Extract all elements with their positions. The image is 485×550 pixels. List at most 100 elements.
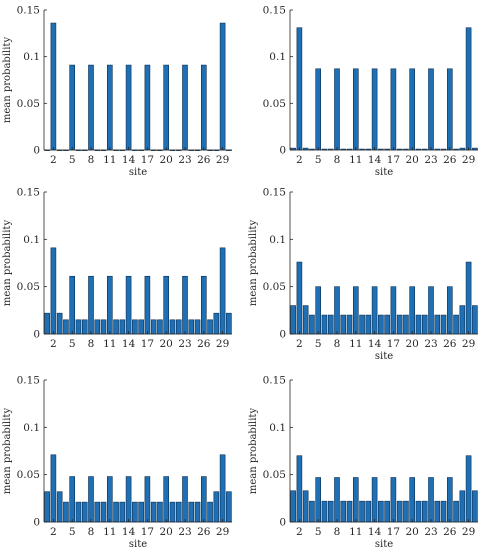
bar-site-10 bbox=[100, 501, 107, 523]
bar-site-1 bbox=[44, 491, 50, 523]
bar-site-20 bbox=[409, 286, 416, 335]
bar-site-30 bbox=[472, 490, 478, 523]
bar-site-3 bbox=[56, 491, 63, 523]
bar-site-27 bbox=[207, 501, 213, 523]
y-tick-label: 0.1 bbox=[269, 422, 286, 434]
x-tick-label: 20 bbox=[406, 154, 419, 166]
y-tick-label: 0 bbox=[33, 329, 40, 341]
y-tick-label: 0 bbox=[33, 145, 40, 157]
x-tick-label: 23 bbox=[424, 154, 437, 166]
bar-site-10 bbox=[346, 314, 353, 335]
chart-panel-1: 0 0.05 0.1 0.15 2 5 8 11 14 17 20 23 26 29 site mean pr… bbox=[2, 5, 232, 178]
x-tick-label: 2 bbox=[50, 526, 57, 538]
x-tick-label: 5 bbox=[315, 526, 322, 538]
x-tick-label: 17 bbox=[387, 526, 400, 538]
bar-site-19 bbox=[403, 500, 409, 523]
x-tick-label: 29 bbox=[462, 526, 475, 538]
bar-site-19 bbox=[157, 501, 163, 523]
x-tick-label: 29 bbox=[216, 154, 229, 166]
x-tick-label: 23 bbox=[178, 154, 191, 166]
x-tick-label: 23 bbox=[178, 526, 191, 538]
bar-site-7 bbox=[327, 500, 334, 523]
chart-panel-4: 0 0.05 0.1 0.15 2 5 8 11 14 17 20 23 26 29 site mean pr… bbox=[248, 187, 478, 362]
bar-site-17 bbox=[144, 275, 151, 335]
bar-site-19 bbox=[403, 314, 409, 335]
bar-site-2 bbox=[50, 454, 57, 523]
x-tick-label: 14 bbox=[368, 338, 382, 350]
x-tick-label: 8 bbox=[88, 154, 95, 166]
x-axis-title: site bbox=[129, 539, 147, 550]
x-tick-label: 20 bbox=[406, 338, 419, 350]
bar-site-29 bbox=[219, 247, 226, 335]
bar-site-20 bbox=[163, 275, 170, 335]
bar-site-2 bbox=[296, 455, 303, 523]
bar-site-25 bbox=[440, 314, 447, 335]
bar-site-23 bbox=[182, 476, 188, 523]
chart-panel-5: 0 0.05 0.1 0.15 2 5 8 11 14 17 20 23 26 29 site mean pr… bbox=[2, 375, 232, 550]
x-tick-label: 29 bbox=[462, 338, 475, 350]
bar-site-8 bbox=[334, 286, 340, 335]
bar-site-14 bbox=[371, 477, 378, 523]
bar-site-8 bbox=[88, 476, 94, 523]
bar-site-14 bbox=[371, 68, 378, 151]
y-tick-label: 0.1 bbox=[23, 234, 40, 246]
y-tick-label: 0.05 bbox=[17, 281, 40, 293]
x-tick-label: 8 bbox=[334, 526, 341, 538]
bar-site-21 bbox=[415, 500, 422, 523]
x-tick-label: 2 bbox=[296, 526, 303, 538]
x-tick-label: 20 bbox=[406, 526, 419, 538]
bar-site-13 bbox=[365, 314, 372, 335]
y-tick-label: 0.1 bbox=[23, 51, 40, 63]
bar-site-24 bbox=[434, 500, 441, 523]
x-tick-label: 11 bbox=[349, 526, 362, 538]
x-tick-label: 14 bbox=[122, 338, 136, 350]
x-axis-title: site bbox=[129, 167, 147, 178]
bar-site-7 bbox=[81, 319, 88, 335]
x-tick-label: 29 bbox=[462, 154, 475, 166]
bar-site-25 bbox=[440, 500, 447, 523]
y-tick-label: 0.15 bbox=[17, 375, 40, 387]
x-tick-label: 5 bbox=[315, 338, 322, 350]
bar-site-23 bbox=[428, 286, 434, 335]
bar-site-8 bbox=[88, 64, 94, 151]
bar-site-5 bbox=[69, 275, 76, 335]
x-tick-label: 23 bbox=[178, 338, 191, 350]
bar-site-1 bbox=[290, 305, 296, 335]
bar-site-15 bbox=[132, 501, 138, 523]
bar-site-2 bbox=[50, 22, 57, 151]
bar-site-22 bbox=[421, 500, 428, 523]
x-tick-label: 17 bbox=[141, 526, 154, 538]
x-tick-label: 2 bbox=[296, 154, 303, 166]
bar-site-11 bbox=[106, 64, 113, 151]
bar-site-9 bbox=[94, 319, 101, 335]
bar-site-8 bbox=[88, 275, 94, 335]
bar-site-29 bbox=[219, 22, 226, 151]
bar-site-3 bbox=[302, 305, 309, 335]
bar-site-30 bbox=[226, 491, 232, 523]
bar-site-8 bbox=[334, 68, 340, 151]
x-tick-label: 11 bbox=[103, 154, 116, 166]
bar-site-13 bbox=[119, 319, 126, 335]
bar-site-26 bbox=[200, 275, 207, 335]
x-tick-label: 11 bbox=[349, 338, 362, 350]
bar-site-16 bbox=[138, 501, 144, 523]
x-tick-label: 20 bbox=[160, 154, 173, 166]
x-tick-label: 17 bbox=[141, 338, 154, 350]
bar-site-20 bbox=[409, 477, 416, 523]
bar-site-15 bbox=[378, 500, 384, 523]
bar-site-4 bbox=[63, 319, 69, 335]
bar-site-20 bbox=[409, 68, 416, 151]
bar-site-30 bbox=[472, 305, 478, 335]
bar-site-9 bbox=[340, 500, 347, 523]
bar-site-8 bbox=[334, 477, 340, 523]
bar-site-2 bbox=[296, 27, 303, 151]
x-tick-label: 14 bbox=[368, 526, 382, 538]
bar-site-18 bbox=[150, 501, 157, 523]
x-tick-label: 26 bbox=[197, 526, 211, 538]
x-tick-label: 26 bbox=[197, 338, 211, 350]
y-axis-title: mean probability bbox=[248, 220, 259, 307]
bar-site-28 bbox=[459, 305, 466, 335]
bar-site-21 bbox=[169, 501, 176, 523]
x-tick-label: 2 bbox=[50, 338, 57, 350]
bar-site-11 bbox=[106, 476, 113, 523]
